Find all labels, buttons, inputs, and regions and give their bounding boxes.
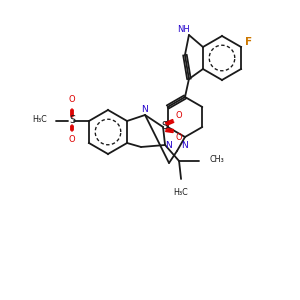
Text: H₃C: H₃C <box>174 188 188 197</box>
Text: O: O <box>176 133 182 142</box>
Text: S: S <box>69 115 75 125</box>
Text: O: O <box>176 110 182 119</box>
Text: N: N <box>141 104 147 113</box>
Text: CH₃: CH₃ <box>209 155 224 164</box>
Text: S: S <box>161 121 167 131</box>
Text: O: O <box>69 95 75 104</box>
Text: O: O <box>69 136 75 145</box>
Text: N: N <box>182 141 188 150</box>
Text: N: N <box>165 142 171 151</box>
Text: NH: NH <box>178 26 190 34</box>
Text: H₃C: H₃C <box>32 116 47 124</box>
Text: F: F <box>245 37 253 47</box>
